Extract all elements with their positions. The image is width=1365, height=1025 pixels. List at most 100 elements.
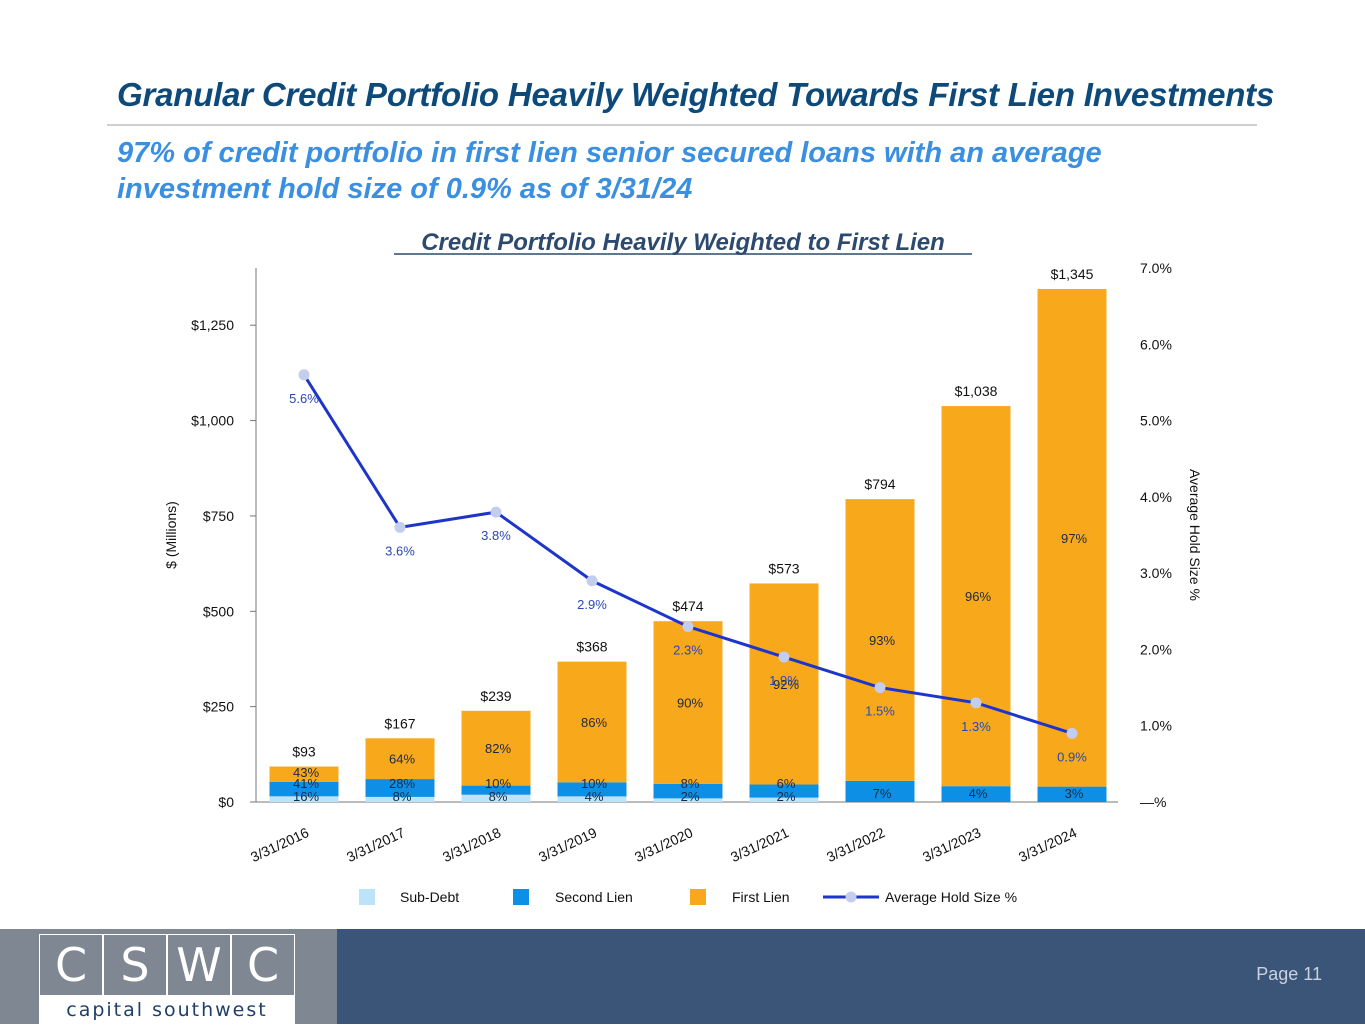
second-lien-label: 7% <box>873 786 892 801</box>
y2-tick-label: 6.0% <box>1140 336 1172 352</box>
first-lien-label: 64% <box>389 752 415 767</box>
legend-swatch-sub-debt <box>359 889 375 905</box>
second-lien-label: 10% <box>581 776 607 791</box>
bar-segment-first-lien <box>941 406 1011 787</box>
hold-size-point <box>490 506 502 518</box>
logo-letter: W <box>167 934 231 996</box>
sub-debt-label: 2% <box>681 789 700 804</box>
bar-total-label: $1,038 <box>955 383 998 399</box>
bar-segment-sub-debt <box>365 796 435 802</box>
bar-segment-first-lien <box>461 710 531 786</box>
second-lien-label: 41% <box>293 776 319 791</box>
title-divider <box>107 124 1257 126</box>
x-tick-label: 3/31/2016 <box>248 824 311 865</box>
credit-portfolio-chart: Credit Portfolio Heavily Weighted to Fir… <box>163 229 1203 905</box>
hold-size-point <box>394 521 406 533</box>
sub-debt-label: 4% <box>585 789 604 804</box>
y2-tick-label: 2.0% <box>1140 641 1172 657</box>
bar-segment-first-lien <box>653 621 723 784</box>
hold-size-label: 5.6% <box>289 391 319 406</box>
y2-tick-label: —% <box>1140 794 1166 810</box>
x-tick-label: 3/31/2024 <box>1016 824 1079 865</box>
logo-letter: C <box>231 934 295 996</box>
x-tick-label: 3/31/2022 <box>824 824 887 865</box>
second-lien-label: 10% <box>485 776 511 791</box>
second-lien-label: 28% <box>389 776 415 791</box>
legend-label: Sub-Debt <box>400 889 459 905</box>
hold-size-label: 2.9% <box>577 597 607 612</box>
bar-total-label: $368 <box>576 639 607 655</box>
x-tick-label: 3/31/2019 <box>536 824 599 865</box>
second-lien-label: 3% <box>1065 786 1084 801</box>
sub-debt-label: 16% <box>293 789 319 804</box>
page-number: Page 11 <box>1256 964 1322 984</box>
bar-segment-second-lien <box>941 786 1011 802</box>
bar-segment-sub-debt <box>653 798 723 802</box>
legend-swatch-first-lien <box>690 889 706 905</box>
bar-segment-second-lien <box>1037 786 1107 802</box>
bar-total-label: $93 <box>292 744 316 760</box>
bar-segment-first-lien <box>365 738 435 780</box>
bar-total-label: $794 <box>864 476 895 492</box>
hold-size-label: 1.5% <box>865 704 895 719</box>
legend-label: Second Lien <box>555 889 633 905</box>
first-lien-label: 43% <box>293 765 319 780</box>
legend-label: First Lien <box>732 889 790 905</box>
y2-tick-label: 5.0% <box>1140 413 1172 429</box>
bar-segment-first-lien <box>1037 288 1107 787</box>
bar-total-label: $474 <box>672 598 703 614</box>
bar-segment-second-lien <box>557 782 627 797</box>
second-lien-label: 8% <box>681 776 700 791</box>
x-tick-label: 3/31/2023 <box>920 824 983 865</box>
y2-tick-label: 7.0% <box>1140 260 1172 276</box>
y-tick-label: $1,000 <box>191 413 234 429</box>
y-tick-label: $0 <box>218 794 234 810</box>
x-tick-label: 3/31/2017 <box>344 824 407 865</box>
first-lien-label: 82% <box>485 741 511 756</box>
chart-title: Credit Portfolio Heavily Weighted to Fir… <box>421 229 945 256</box>
bar-segment-sub-debt <box>557 796 627 802</box>
logo-wordmark: capital southwest <box>66 999 268 1021</box>
bar-segment-second-lien <box>269 781 339 797</box>
first-lien-label: 93% <box>869 633 895 648</box>
bar-total-label: $239 <box>480 688 511 704</box>
y-axis-title: $ (Millions) <box>163 501 179 569</box>
hold-size-point <box>778 651 790 663</box>
hold-size-label: 0.9% <box>1057 749 1087 764</box>
second-lien-label: 4% <box>969 786 988 801</box>
first-lien-label: 86% <box>581 715 607 730</box>
bar-segment-first-lien <box>749 583 819 785</box>
y-tick-label: $500 <box>203 603 234 619</box>
bar-segment-sub-debt <box>749 797 819 802</box>
hold-size-point <box>298 369 310 381</box>
legend-marker-hold-size <box>845 891 857 903</box>
sub-debt-label: 8% <box>489 789 508 804</box>
hold-size-label: 1.3% <box>961 719 991 734</box>
bar-segment-first-lien <box>845 499 915 781</box>
company-logo: C S W C <box>39 934 295 996</box>
hold-size-label: 1.9% <box>769 673 799 688</box>
x-tick-label: 3/31/2020 <box>632 824 695 865</box>
hold-size-label: 3.6% <box>385 543 415 558</box>
logo-letter: S <box>103 934 167 996</box>
bar-segment-second-lien <box>653 783 723 799</box>
bar-segment-first-lien <box>269 766 339 782</box>
bar-segment-first-lien <box>557 661 627 783</box>
hold-size-point <box>970 697 982 709</box>
y2-tick-label: 3.0% <box>1140 565 1172 581</box>
first-lien-label: 96% <box>965 589 991 604</box>
y-tick-label: $250 <box>203 699 234 715</box>
sub-debt-label: 2% <box>777 789 796 804</box>
hold-size-point <box>1066 727 1078 739</box>
hold-size-point <box>586 575 598 587</box>
slide-subtitle: 97% of credit portfolio in first lien se… <box>117 137 1102 205</box>
slide-title: Granular Credit Portfolio Heavily Weight… <box>117 76 1275 113</box>
bar-segment-sub-debt <box>269 796 339 802</box>
logo-letter: C <box>39 934 103 996</box>
bar-segment-second-lien <box>749 784 819 798</box>
bar-segment-second-lien <box>845 780 915 802</box>
hold-size-label: 2.3% <box>673 643 703 658</box>
first-lien-label: 97% <box>1061 531 1087 546</box>
y2-tick-label: 1.0% <box>1140 718 1172 734</box>
hold-size-point <box>874 682 886 694</box>
